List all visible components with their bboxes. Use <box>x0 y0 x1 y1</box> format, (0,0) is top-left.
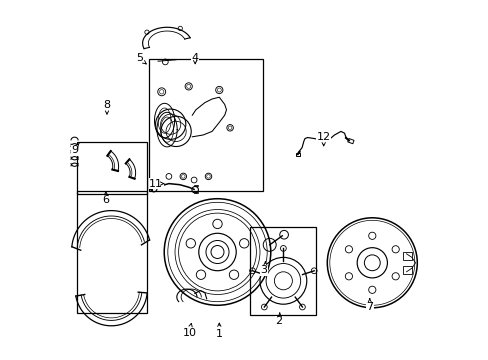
Text: 4: 4 <box>191 53 198 63</box>
Bar <box>149 59 262 191</box>
Circle shape <box>229 270 238 279</box>
Circle shape <box>391 273 399 280</box>
Text: 7: 7 <box>366 302 372 312</box>
Text: 1: 1 <box>215 329 223 339</box>
Bar <box>249 227 316 315</box>
Text: 6: 6 <box>102 195 109 205</box>
Bar <box>347 139 353 144</box>
Text: 8: 8 <box>103 100 110 110</box>
Text: 2: 2 <box>275 316 282 326</box>
Circle shape <box>186 239 195 248</box>
Circle shape <box>368 232 375 239</box>
Circle shape <box>368 286 375 293</box>
Bar <box>77 142 147 194</box>
Text: 10: 10 <box>182 328 196 338</box>
Circle shape <box>211 246 224 258</box>
Circle shape <box>196 270 205 279</box>
Circle shape <box>345 246 352 253</box>
Text: 11: 11 <box>149 179 163 189</box>
Text: 3: 3 <box>260 265 266 275</box>
Bar <box>77 191 147 313</box>
Circle shape <box>144 30 149 34</box>
Text: 12: 12 <box>316 132 330 142</box>
Circle shape <box>345 273 352 280</box>
Bar <box>296 153 299 156</box>
Circle shape <box>178 26 182 31</box>
Bar <box>402 252 411 260</box>
Bar <box>402 266 411 274</box>
Circle shape <box>212 219 222 229</box>
Text: 9: 9 <box>72 145 79 156</box>
Circle shape <box>239 239 248 248</box>
Circle shape <box>391 246 399 253</box>
Text: 5: 5 <box>136 53 142 63</box>
